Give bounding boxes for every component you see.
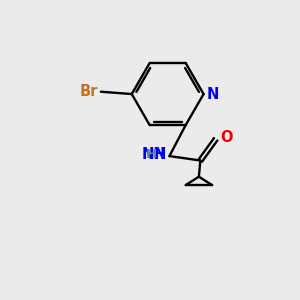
Text: N: N [154, 147, 166, 162]
Text: H: H [146, 148, 157, 161]
Text: N: N [207, 87, 220, 102]
Text: N: N [207, 87, 220, 102]
Text: Br: Br [80, 84, 98, 99]
Text: NH: NH [141, 147, 166, 162]
Text: O: O [220, 130, 232, 145]
